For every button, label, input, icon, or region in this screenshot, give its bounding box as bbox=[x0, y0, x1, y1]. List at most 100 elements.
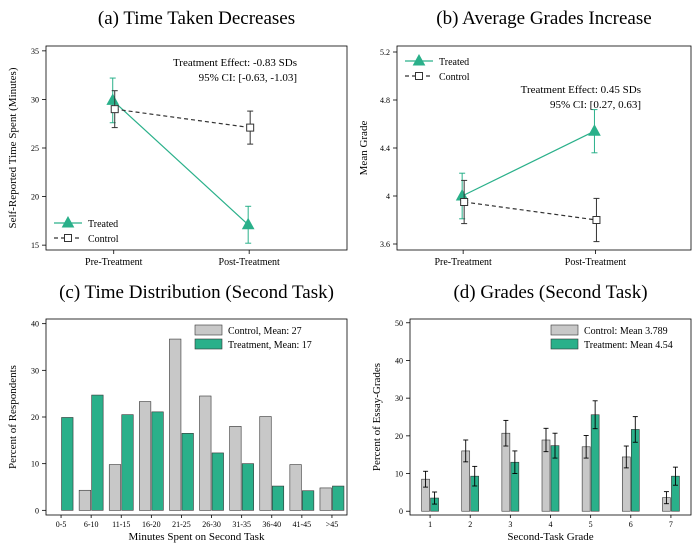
bar-treatment bbox=[332, 485, 345, 511]
bar-treatment bbox=[211, 452, 224, 511]
x-tick-label: 36-40 bbox=[262, 520, 281, 529]
x-tick-label: 0-5 bbox=[56, 520, 67, 529]
y-tick-label: 35 bbox=[31, 47, 39, 56]
data-point-treated bbox=[106, 93, 120, 105]
legend-label: Treated bbox=[88, 219, 118, 230]
legend-label: Control: Mean 3.789 bbox=[584, 326, 668, 337]
bar-treatment bbox=[181, 433, 194, 511]
series-line-control bbox=[464, 201, 597, 221]
y-tick-label: 40 bbox=[395, 356, 403, 365]
x-tick-label: 3 bbox=[508, 520, 512, 529]
legend-marker-treated bbox=[412, 53, 426, 66]
x-tick-label: 21-25 bbox=[172, 520, 191, 529]
panel-c: (c) Time Distribution (Second Task) Perce… bbox=[7, 282, 348, 543]
bar-control bbox=[229, 426, 242, 511]
y-axis-label: Self-Reported Time Spent (Minutes) bbox=[7, 67, 19, 228]
y-tick-label: 20 bbox=[31, 193, 39, 202]
bar-control bbox=[289, 464, 302, 511]
x-axis-label: Second-Task Grade bbox=[507, 531, 593, 543]
legend-swatch bbox=[550, 324, 579, 336]
bar-treatment bbox=[121, 414, 134, 511]
x-tick-label: 6-10 bbox=[84, 520, 99, 529]
x-tick-label: 4 bbox=[549, 520, 553, 529]
bar-control bbox=[319, 487, 332, 511]
legend-label: Treated bbox=[439, 57, 469, 68]
data-point-control bbox=[460, 198, 469, 206]
y-tick-label: 50 bbox=[395, 319, 403, 328]
legend-marker-control bbox=[64, 234, 72, 242]
legend-swatch bbox=[550, 338, 579, 350]
panel-title: (a) Time Taken Decreases bbox=[98, 8, 295, 29]
y-tick-label: 10 bbox=[395, 470, 403, 479]
x-tick-label: 41-45 bbox=[293, 520, 312, 529]
y-axis-label: Mean Grade bbox=[358, 121, 370, 176]
y-tick-label: 30 bbox=[31, 95, 39, 104]
series-line-treated bbox=[461, 130, 595, 197]
bar-treatment bbox=[590, 414, 600, 512]
panel-title: (d) Grades (Second Task) bbox=[453, 282, 647, 303]
y-axis-label: Percent of Respondents bbox=[7, 365, 19, 469]
bar-control bbox=[139, 401, 152, 511]
legend-label: Control bbox=[439, 72, 470, 83]
y-tick-label: 3.6 bbox=[380, 240, 390, 249]
bar-control bbox=[78, 489, 91, 511]
x-tick-label: Post-Treatment bbox=[565, 257, 627, 268]
y-tick-label: 10 bbox=[31, 460, 39, 469]
y-tick-label: 15 bbox=[31, 241, 39, 250]
x-tick-label: 2 bbox=[468, 520, 472, 529]
legend-marker-control bbox=[415, 72, 423, 80]
y-tick-label: 4 bbox=[386, 192, 390, 201]
panel-a: (a) Time Taken Decreases Self-Reported Ti… bbox=[7, 8, 348, 268]
data-point-treated bbox=[588, 124, 601, 136]
x-axis-label: Minutes Spent on Second Task bbox=[129, 531, 265, 543]
bar-treatment bbox=[91, 394, 104, 511]
y-tick-label: 30 bbox=[31, 366, 39, 375]
y-tick-label: 5.2 bbox=[380, 48, 390, 57]
x-tick-label: 7 bbox=[669, 520, 673, 529]
bar-control bbox=[169, 338, 182, 511]
data-point-control bbox=[592, 216, 601, 224]
legend-label: Control bbox=[88, 234, 119, 245]
panel-title: (b) Average Grades Increase bbox=[436, 8, 651, 29]
y-tick-label: 0 bbox=[35, 506, 39, 515]
y-tick-label: 20 bbox=[31, 413, 39, 422]
data-point-control bbox=[110, 105, 119, 114]
x-tick-label: 6 bbox=[629, 520, 633, 529]
annotation-text: Treatment Effect: -0.83 SDs bbox=[173, 57, 297, 69]
y-axis-label: Percent of Essay-Grades bbox=[371, 363, 383, 471]
bar-control bbox=[259, 416, 272, 511]
bar-treatment bbox=[61, 417, 74, 511]
x-tick-label: Pre-Treatment bbox=[85, 257, 143, 268]
x-tick-label: >45 bbox=[326, 520, 339, 529]
x-tick-label: 16-20 bbox=[142, 520, 161, 529]
data-point-treated bbox=[241, 217, 255, 230]
panel-title: (c) Time Distribution (Second Task) bbox=[59, 282, 334, 303]
bar-treatment bbox=[302, 490, 315, 511]
bar-control bbox=[108, 464, 122, 511]
annotation-text: 95% CI: [0.27, 0.63] bbox=[550, 99, 641, 111]
y-tick-label: 20 bbox=[395, 432, 403, 441]
y-tick-label: 25 bbox=[31, 144, 39, 153]
y-tick-label: 4.8 bbox=[380, 96, 390, 105]
bar-treatment bbox=[151, 411, 164, 511]
legend-swatch bbox=[194, 324, 223, 336]
bar-control bbox=[199, 395, 212, 511]
bar-treatment bbox=[271, 485, 285, 511]
legend-marker-treated bbox=[61, 215, 75, 228]
legend-label: Treatment: Mean 4.54 bbox=[584, 340, 673, 351]
y-tick-label: 30 bbox=[395, 394, 403, 403]
legend-swatch bbox=[194, 338, 223, 350]
y-tick-label: 40 bbox=[31, 320, 39, 329]
legend-label: Control, Mean: 27 bbox=[228, 326, 302, 337]
legend-label: Treatment, Mean: 17 bbox=[228, 340, 312, 351]
bar-treatment bbox=[241, 463, 254, 511]
x-tick-label: 11-15 bbox=[112, 520, 130, 529]
series-line-treated bbox=[112, 99, 249, 226]
x-tick-label: 31-35 bbox=[232, 520, 251, 529]
annotation-text: 95% CI: [-0.63, -1.03] bbox=[199, 72, 297, 84]
x-tick-label: Pre-Treatment bbox=[434, 257, 492, 268]
data-point-control bbox=[246, 123, 255, 132]
x-tick-label: Post-Treatment bbox=[219, 257, 281, 268]
x-tick-label: 26-30 bbox=[202, 520, 221, 529]
